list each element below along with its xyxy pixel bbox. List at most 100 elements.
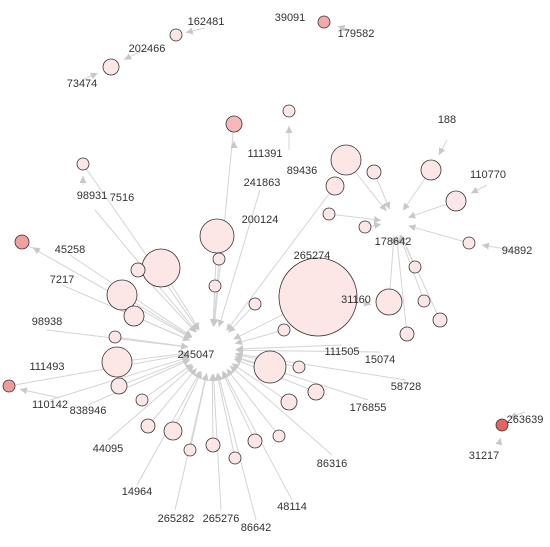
node-label: 45258	[55, 244, 86, 256]
node	[205, 437, 221, 453]
node-label: 241863	[244, 177, 281, 189]
node	[325, 176, 345, 196]
edge	[81, 72, 98, 81]
node	[445, 190, 467, 212]
node	[330, 144, 362, 176]
node	[432, 312, 448, 328]
node	[135, 393, 149, 407]
node	[76, 157, 90, 171]
edge	[509, 411, 526, 419]
edge	[174, 373, 209, 511]
node-label: 73474	[67, 78, 98, 90]
edge	[19, 387, 61, 399]
node	[277, 323, 291, 337]
edge	[217, 189, 261, 328]
node-label: 265274	[294, 250, 331, 262]
node-label: 200124	[242, 214, 279, 226]
edge	[141, 363, 193, 401]
node	[408, 260, 422, 274]
node-label: 245047	[178, 349, 215, 361]
node	[14, 234, 30, 250]
edge	[32, 246, 41, 255]
node-label: 179582	[338, 28, 375, 40]
node-label: 111493	[29, 361, 64, 373]
edge	[481, 242, 513, 251]
edge	[185, 27, 206, 35]
edge	[470, 184, 488, 194]
node	[108, 330, 122, 344]
node	[208, 279, 222, 293]
node-label: 7217	[50, 274, 74, 286]
node-label: 48114	[277, 501, 307, 513]
edge	[172, 371, 203, 432]
node	[247, 433, 263, 449]
node-label: 188	[438, 114, 456, 126]
node-label: 44095	[93, 443, 124, 455]
node	[110, 377, 128, 395]
edge	[87, 359, 191, 406]
edge	[235, 346, 381, 354]
edge	[229, 365, 333, 456]
node-label: 202466	[129, 43, 166, 55]
node	[322, 207, 336, 221]
edge	[393, 235, 408, 335]
node-label: 98938	[32, 316, 63, 328]
node	[183, 443, 197, 457]
node	[141, 248, 181, 288]
edge	[118, 357, 190, 387]
edge	[400, 234, 441, 321]
node-label: 39091	[275, 12, 306, 24]
edge	[328, 213, 382, 223]
node	[123, 305, 145, 327]
node-label: 31160	[341, 294, 371, 306]
node	[212, 252, 226, 266]
edge	[216, 373, 257, 521]
node	[248, 297, 262, 311]
edge	[8, 351, 189, 387]
node-label: 178642	[375, 236, 412, 248]
node	[253, 350, 287, 384]
edge	[234, 329, 285, 346]
edge	[107, 365, 195, 441]
node	[282, 104, 296, 118]
node-label: 7516	[110, 192, 134, 204]
node-label: 265282	[158, 513, 195, 525]
edge	[408, 224, 470, 244]
node	[495, 418, 509, 432]
node	[462, 236, 476, 250]
node-label: 14964	[122, 486, 153, 498]
node	[278, 257, 358, 337]
node-label: 265276	[203, 513, 240, 525]
edge	[215, 373, 236, 459]
edge	[147, 368, 197, 427]
node-label: 15074	[365, 354, 396, 366]
edge	[221, 371, 256, 442]
node	[317, 15, 331, 29]
node-label: 111505	[324, 346, 359, 358]
node-label: 31217	[469, 450, 500, 462]
node	[366, 164, 382, 180]
node	[130, 262, 146, 278]
node-label: 176855	[350, 402, 387, 414]
edge	[226, 368, 280, 437]
node	[399, 326, 415, 342]
node	[140, 418, 156, 434]
edge	[495, 437, 503, 446]
node-label: 110142	[32, 399, 68, 411]
node-label: 110770	[470, 169, 506, 181]
node-label: 98931	[77, 190, 108, 202]
node	[101, 346, 133, 378]
node	[225, 115, 243, 133]
node	[163, 421, 183, 441]
edge	[225, 185, 336, 332]
node	[228, 451, 242, 465]
node	[375, 288, 403, 316]
edge	[210, 258, 220, 327]
node-label: 162481	[188, 16, 225, 28]
node-label: 86642	[241, 522, 272, 534]
node	[307, 383, 325, 401]
node	[169, 28, 183, 42]
node	[358, 220, 372, 234]
node	[106, 279, 138, 311]
